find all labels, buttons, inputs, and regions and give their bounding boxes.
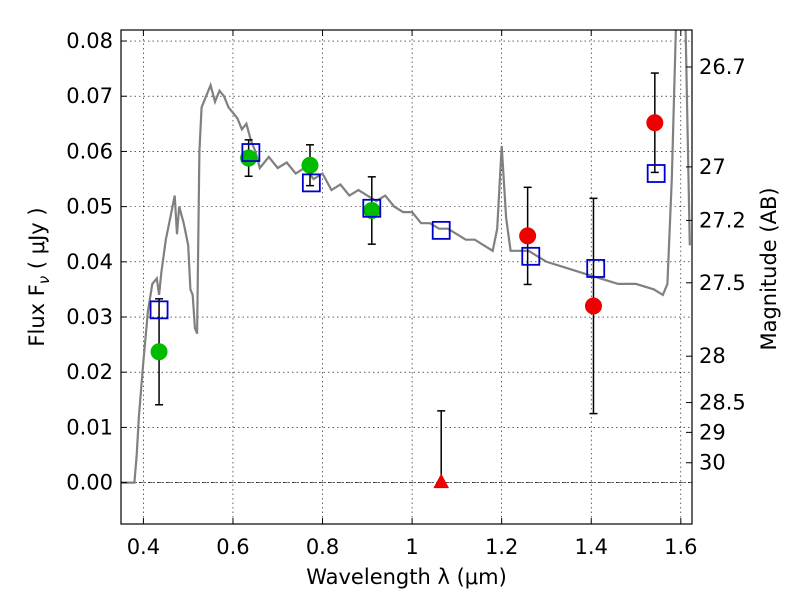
y-tick-label: 0.06 (66, 139, 113, 163)
x-tick-label: 1.4 (575, 535, 608, 559)
upper-limit-triangle (433, 473, 450, 489)
y-tick-label: 0.03 (66, 305, 113, 329)
red-data-point (646, 114, 664, 132)
y-tick-label: 0.01 (66, 415, 113, 439)
right-tick-label: 26.7 (699, 55, 746, 79)
red-data-point (519, 227, 537, 245)
x-tick-label: 1 (405, 535, 418, 559)
right-tick-label: 28 (699, 344, 726, 368)
right-tick-label: 27.2 (699, 208, 746, 232)
model-photometry-square (586, 259, 606, 278)
model-photometry-square (301, 173, 321, 193)
model-photometry-square (646, 164, 666, 183)
right-tick-label: 27 (699, 155, 726, 179)
model-photometry-square (241, 143, 261, 162)
model-photometry-square (431, 220, 451, 240)
right-tick-label: 30 (699, 451, 726, 475)
y-tick-label: 0.08 (66, 29, 113, 53)
x-tick-label: 1.6 (664, 535, 697, 559)
model-photometry-square (362, 198, 382, 218)
y-axis-title-unit: ( μJy ) (25, 207, 49, 275)
y-tick-label: 0.07 (66, 84, 113, 108)
x-tick-label: 0.6 (216, 535, 249, 559)
y-axis-title-subscript: ν (35, 276, 53, 284)
x-tick-label: 0.4 (127, 535, 160, 559)
right-tick-label: 27.5 (699, 271, 746, 295)
x-axis-title: Wavelength λ (μm) (306, 565, 507, 589)
y-tick-label: 0.05 (66, 195, 113, 219)
red-data-point (584, 297, 602, 315)
y-tick-label: 0.02 (66, 360, 113, 384)
right-tick-label: 29 (699, 420, 726, 444)
x-tick-label: 0.8 (306, 535, 339, 559)
y-tick-label: 0.00 (66, 471, 113, 495)
green-data-point (301, 156, 319, 174)
right-tick-label: 28.5 (699, 391, 746, 415)
y-axis-title-text: Flux F (25, 284, 49, 346)
y-axis-title-right: Magnitude (AB) (757, 187, 781, 350)
model-spectrum-line (121, 30, 691, 484)
y-tick-label: 0.04 (66, 250, 113, 274)
grid-lines (121, 30, 692, 524)
model-photometry-square (149, 300, 169, 320)
plot-frame (120, 29, 693, 525)
y-axis-title-left: Flux Fν ( μJy ) (25, 207, 53, 346)
x-tick-label: 1.2 (485, 535, 518, 559)
green-data-point (150, 343, 168, 361)
axes: 0.4 0.6 0.8 1 1.2 1.4 1.6 0.00 0.01 0.02 0.03 0.04 0… (66, 29, 746, 559)
model-photometry-square (521, 246, 541, 266)
plot-area (121, 30, 691, 489)
green-data-point (240, 149, 258, 167)
